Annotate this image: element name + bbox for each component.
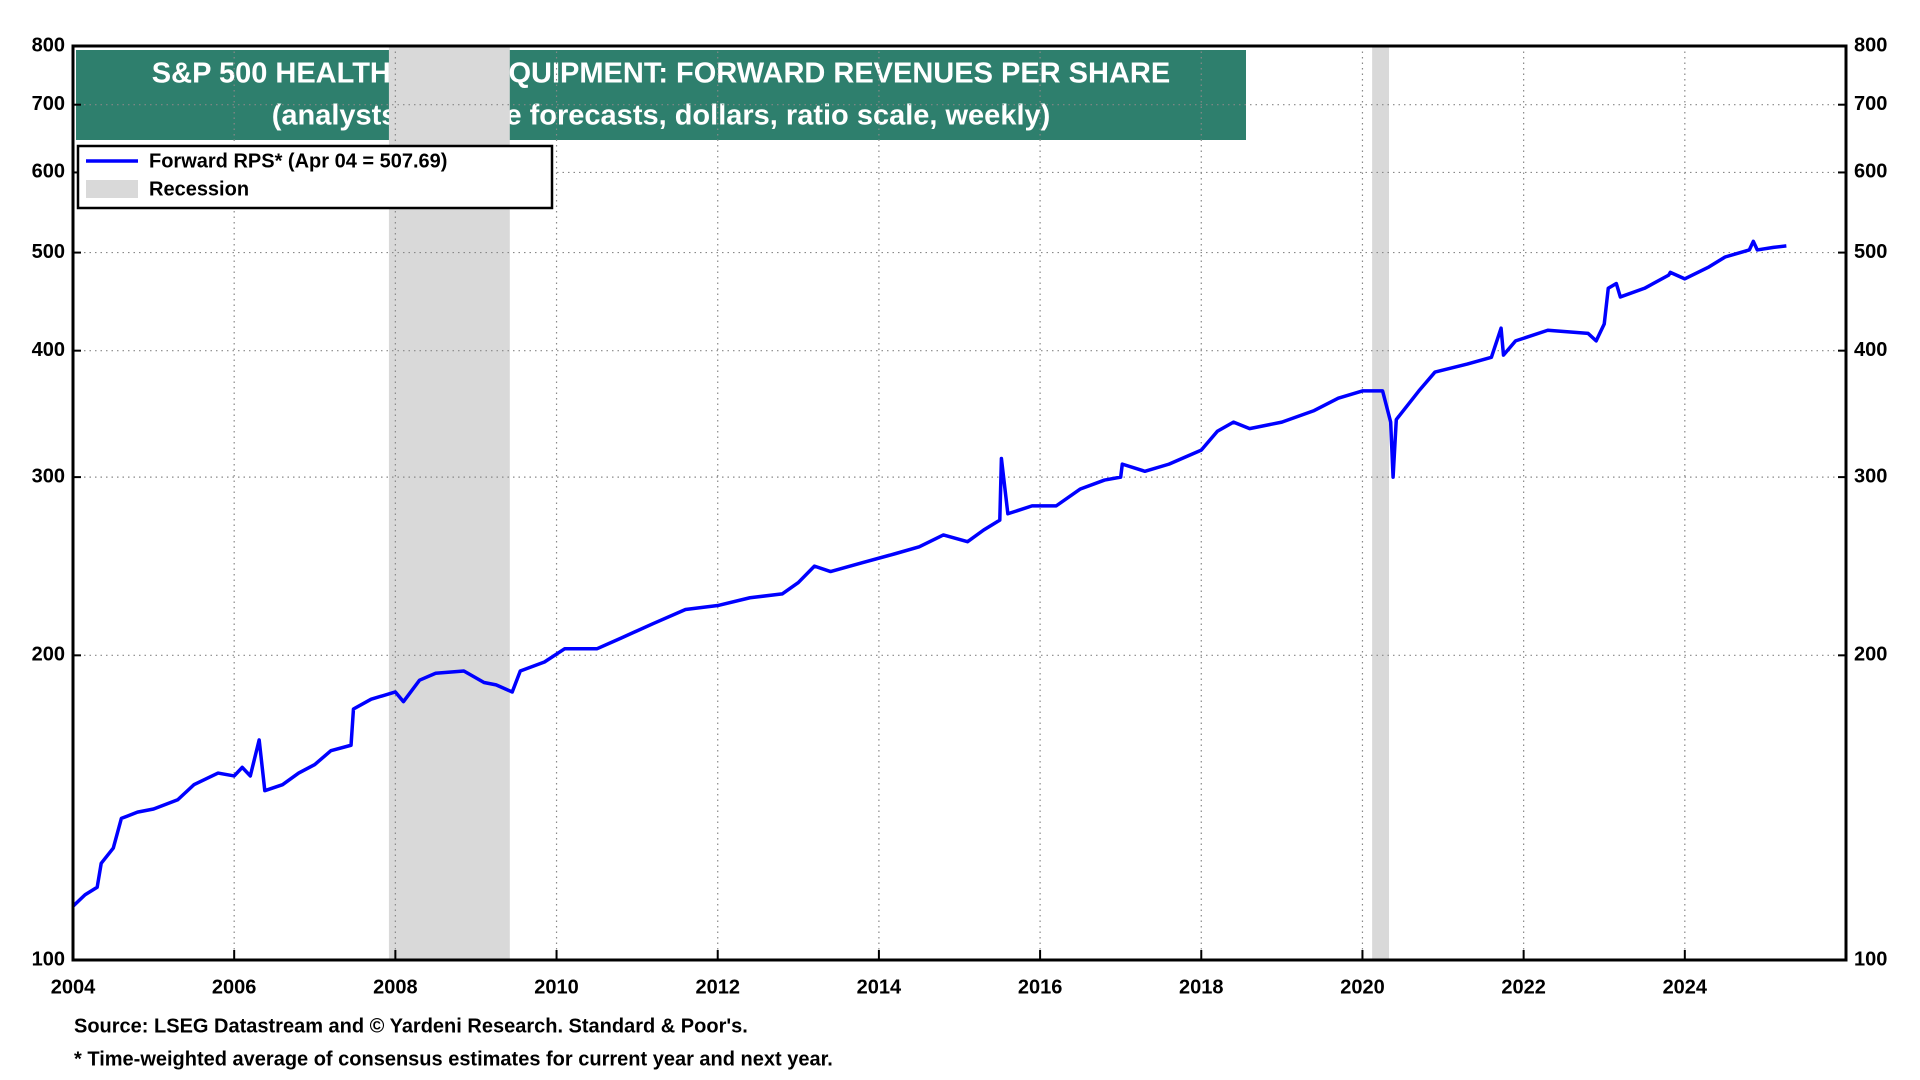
legend-label: Recession: [149, 178, 249, 200]
y2-tick-label: 100: [1854, 948, 1887, 970]
chart-subtitle: (analysts’ average forecasts, dollars, r…: [272, 100, 1051, 132]
plot-frame: [71, 44, 1848, 962]
y-tick-label: 400: [32, 339, 65, 361]
y-tick-label: 100: [32, 948, 65, 970]
y2-tick-label: 800: [1854, 34, 1887, 56]
x-tick-label: 2016: [1018, 976, 1063, 998]
y2-tick-label: 200: [1854, 644, 1887, 666]
y2-tick-label: 300: [1854, 465, 1887, 487]
y-tick-label: 300: [32, 465, 65, 487]
recession-band: [1372, 46, 1390, 960]
x-tick-label: 2022: [1501, 976, 1546, 998]
x-tick-label: 2020: [1340, 976, 1385, 998]
legend-swatch: [86, 180, 138, 198]
x-tick-label: 2024: [1663, 976, 1708, 998]
data-line: [71, 239, 1787, 908]
y-tick-label: 600: [32, 161, 65, 183]
y2-tick-label: 400: [1854, 339, 1887, 361]
x-tick-label: 2010: [534, 976, 579, 998]
y2-tick-label: 700: [1854, 93, 1887, 115]
x-tick-label: 2012: [695, 976, 740, 998]
legend-label: Forward RPS* (Apr 04 = 507.69): [149, 150, 447, 172]
legend-box: [76, 144, 554, 210]
x-tick-label: 2008: [373, 976, 418, 998]
y-tick-label: 700: [32, 93, 65, 115]
x-tick-label: 2018: [1179, 976, 1224, 998]
source-note: Source: LSEG Datastream and © Yardeni Re…: [74, 1015, 748, 1037]
y2-tick-label: 600: [1854, 161, 1887, 183]
x-tick-label: 2006: [212, 976, 257, 998]
y2-tick-label: 500: [1854, 241, 1887, 263]
x-tick-label: 2014: [857, 976, 902, 998]
y-tick-label: 200: [32, 644, 65, 666]
y-tick-label: 500: [32, 241, 65, 263]
y-tick-label: 800: [32, 34, 65, 56]
x-tick-label: 2004: [51, 976, 96, 998]
footnote: * Time-weighted average of consensus est…: [74, 1048, 833, 1070]
chart-title: S&P 500 HEALTH CARE EQUIPMENT: FORWARD R…: [152, 58, 1170, 90]
title-box: [76, 50, 1246, 140]
